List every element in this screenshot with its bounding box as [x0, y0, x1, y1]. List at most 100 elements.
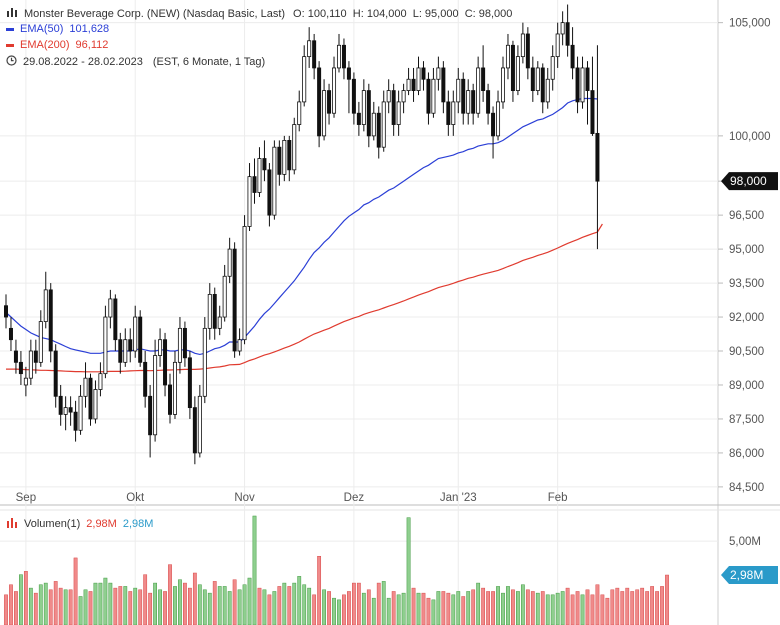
- candle-body-up: [580, 67, 585, 103]
- volume-label: Volumen(1): [24, 518, 81, 530]
- y-tick-label: 96,500: [729, 210, 764, 222]
- volume-bar: [501, 592, 505, 625]
- candle-body-down: [187, 357, 192, 409]
- candle: [13, 339, 18, 374]
- candle: [123, 328, 128, 367]
- volume-bar: [575, 591, 580, 625]
- legend-ema200[interactable]: EMA(200) 96,112: [6, 39, 108, 51]
- volume-bar: [168, 564, 172, 625]
- candle: [341, 38, 346, 80]
- volume-bar: [570, 594, 575, 625]
- candle: [456, 67, 461, 114]
- ema50-label: EMA(50): [20, 23, 64, 35]
- volume-bar: [665, 574, 669, 625]
- volume-bar: [158, 589, 162, 625]
- volume-icon: [6, 517, 18, 531]
- volume-bar: [242, 584, 247, 625]
- candle-body-up: [28, 350, 33, 379]
- volume-bar: [143, 574, 148, 625]
- volume-bar: [197, 584, 202, 625]
- volume-bar: [118, 586, 123, 625]
- candle: [312, 33, 317, 80]
- candle: [515, 45, 520, 96]
- volume-bar: [396, 594, 401, 625]
- volume-bar: [23, 571, 28, 625]
- volume-bar: [148, 592, 153, 625]
- candle-body-down: [33, 350, 38, 363]
- candle: [510, 40, 515, 102]
- candle-body-up: [302, 56, 307, 103]
- candle: [197, 384, 202, 458]
- candle-body-up: [98, 373, 103, 390]
- volume-bar: [342, 594, 346, 625]
- candle-body-down: [212, 293, 217, 329]
- candle-body-down: [461, 78, 466, 114]
- candle: [520, 22, 525, 64]
- volume-bar: [371, 597, 376, 625]
- legend-ema50[interactable]: EMA(50) 101,628: [6, 23, 109, 35]
- volume-bar: [123, 586, 128, 625]
- volume-badge-text: 2,98M: [730, 568, 763, 582]
- candle: [4, 294, 9, 329]
- volume-bar: [292, 582, 297, 625]
- candle-body-down: [287, 140, 292, 171]
- volume-bar: [456, 591, 461, 625]
- volume-bar: [416, 592, 421, 625]
- candle-body-up: [361, 90, 366, 125]
- candle-body-up: [401, 90, 406, 103]
- candle-body-down: [88, 377, 93, 420]
- volume-bar: [506, 586, 510, 625]
- candle-body-up: [406, 78, 411, 91]
- date-range: 29.08.2022 - 28.02.2023: [23, 56, 143, 68]
- candle: [232, 242, 237, 358]
- candle: [212, 287, 217, 340]
- ema200-label: EMA(200): [20, 39, 70, 51]
- candle-body-up: [297, 101, 302, 125]
- candle: [163, 332, 168, 397]
- candle: [361, 79, 366, 132]
- candle: [356, 101, 361, 136]
- x-tick-label: Nov: [234, 492, 255, 504]
- volume-bar: [9, 584, 13, 625]
- candle-body-up: [123, 339, 128, 363]
- candle: [68, 396, 73, 426]
- volume-bar: [560, 591, 565, 625]
- candle-body-down: [68, 407, 73, 413]
- volume-bar: [655, 591, 659, 625]
- candle: [307, 27, 312, 68]
- volume-bar: [327, 591, 331, 625]
- volume-bar: [337, 599, 341, 625]
- volume-legend[interactable]: Volumen(1) 2,98M 2,98M: [6, 517, 153, 531]
- volume-bar: [411, 587, 416, 625]
- volume-bar: [441, 591, 446, 625]
- candle: [113, 294, 118, 352]
- candle-body-up: [451, 101, 456, 125]
- volume-bar: [113, 587, 118, 625]
- volume-bar: [421, 592, 426, 625]
- candle-body-down: [18, 361, 23, 375]
- candle: [560, 11, 565, 46]
- candle: [486, 83, 491, 125]
- x-tick-label: Sep: [16, 492, 36, 504]
- volume-bar: [163, 591, 167, 625]
- candle-body-down: [128, 339, 133, 352]
- candle-body-up: [336, 44, 341, 69]
- candle: [431, 67, 436, 118]
- volume-bar: [322, 589, 326, 625]
- candle-body-up: [386, 90, 391, 103]
- volume-bar: [376, 582, 381, 625]
- candle-body-up: [505, 44, 510, 69]
- volume-bar: [202, 589, 207, 625]
- candle: [446, 90, 451, 136]
- volume-badge: [721, 566, 778, 585]
- candle: [257, 147, 262, 198]
- volume-bar: [660, 586, 664, 625]
- candle: [491, 106, 496, 159]
- candle: [217, 305, 222, 336]
- candle-body-down: [366, 90, 371, 137]
- volume-bar: [635, 589, 640, 625]
- candle-body-down: [53, 350, 58, 397]
- candle-body-up: [550, 56, 555, 80]
- candle: [58, 384, 63, 426]
